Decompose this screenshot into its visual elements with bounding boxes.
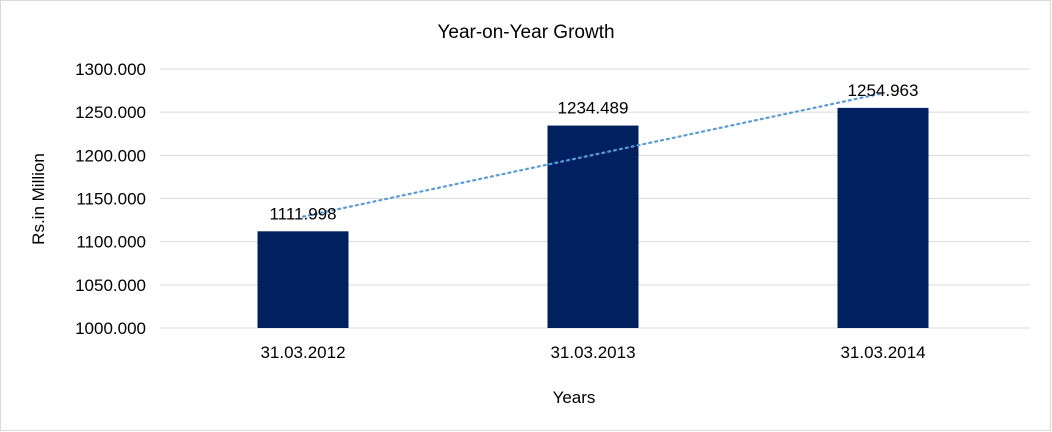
data-label: 1111.998 [269, 204, 336, 223]
y-tick-label: 1250.000 [75, 103, 146, 122]
trendline [301, 92, 885, 218]
chart-title: Year-on-Year Growth [437, 22, 614, 43]
y-tick-label: 1100.000 [76, 233, 146, 252]
bar [547, 125, 639, 328]
x-tick-label: 31.03.2014 [840, 343, 925, 362]
bar [837, 107, 929, 328]
x-tick-label: 31.03.2012 [260, 343, 345, 362]
data-label: 1234.489 [558, 99, 629, 118]
y-tick-label: 1050.000 [75, 276, 146, 295]
data-label: 1254.963 [848, 81, 919, 100]
y-tick-label: 1300.000 [75, 60, 146, 79]
x-axis-label: Years [553, 388, 596, 407]
x-tick-label: 31.03.2013 [550, 343, 635, 362]
y-tick-label: 1150.000 [76, 190, 146, 209]
y-axis-label: Rs.in Million [29, 153, 48, 245]
bar [257, 231, 349, 328]
y-tick-label: 1200.000 [75, 146, 146, 165]
y-tick-label: 1000.000 [75, 319, 146, 338]
